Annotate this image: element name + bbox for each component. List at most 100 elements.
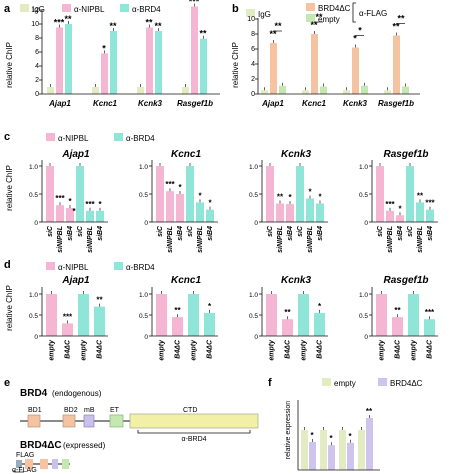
bar-Kcnc1-empty — [156, 294, 167, 336]
x-tick-label: siC — [267, 225, 274, 237]
bar-Rasgef1b-B4ΔC — [392, 317, 403, 336]
x-tick-label: B4ΔC — [65, 339, 72, 359]
legend-swatch-f-empty — [322, 378, 331, 386]
x-tick-label: siB4 — [397, 226, 404, 241]
x-tick-label: siB4 — [317, 226, 324, 241]
domain-et — [109, 414, 124, 428]
legend-swatch-brd4 — [120, 4, 129, 12]
subplot-title: Ajap1 — [61, 149, 90, 160]
bar-Ajap1-siNIPBL — [56, 205, 64, 222]
significance-label: * — [318, 193, 322, 202]
bar-Kcnc1-BRD4ΔC — [328, 445, 335, 470]
x-tick-label: siNIPBL — [167, 226, 174, 253]
bar-Kcnc1-empty — [188, 294, 199, 336]
bar-Ajap1-BRD4ΔC — [270, 43, 277, 94]
legend-f: empty BRD4ΔC — [322, 378, 423, 388]
bar-Rasgef1b-α-NIPBL — [191, 6, 198, 94]
bar-Rasgef1b-α-BRD4 — [200, 38, 207, 94]
x-tick-label: B4ΔC — [175, 339, 182, 359]
ytick: 12 — [31, 7, 39, 14]
significance-label: * — [102, 43, 106, 53]
gene-label: Kcnk3 — [343, 99, 368, 108]
significance-label: ** — [284, 308, 291, 317]
gene-label: Kcnc1 — [302, 99, 327, 108]
gene-label: Kcnc1 — [93, 99, 118, 108]
significance-label: ** — [274, 21, 282, 31]
bar-Rasgef1b-BRD4ΔC — [393, 35, 400, 94]
ytick: 1.0 — [249, 164, 258, 171]
significance-label: *** — [54, 18, 65, 28]
ytick: 8 — [251, 31, 255, 38]
ytick: 6 — [35, 49, 39, 56]
x-tick-label: empty — [159, 339, 166, 361]
ytick: 2 — [251, 76, 255, 83]
ylabel-b: relative ChIP — [231, 42, 240, 88]
legend-label-brd4: α-BRD4 — [126, 134, 155, 143]
significance-label: * — [68, 197, 72, 206]
ytick: 0.5 — [29, 313, 38, 320]
legend-a: IgG α-NIPBL α-BRD4 — [20, 4, 161, 14]
bar-Ajap1-siC — [76, 166, 84, 222]
significance-label: *** — [189, 0, 200, 7]
significance-label: *** — [85, 200, 95, 209]
panel-letter-a: a — [4, 3, 11, 15]
bar-Kcnc1-IgG — [92, 87, 99, 94]
legend-label-f-brd4dc: BRD4ΔC — [390, 379, 423, 388]
ytick: 4 — [35, 63, 39, 70]
bar-Kcnk3-siC — [296, 166, 304, 222]
domain-label-mb: mB — [84, 407, 95, 414]
bar-Kcnk3-siB4 — [316, 203, 324, 222]
legend-b: IgG BRD4ΔC empty α-FLAG — [246, 2, 387, 24]
x-tick-label: siC — [47, 225, 54, 237]
bar-Kcnk3-IgG — [343, 90, 350, 94]
ytick: 1.0 — [139, 164, 148, 171]
antibody-label-flag: α-FLAG — [12, 467, 37, 474]
bar-Ajap1-α-NIPBL — [56, 27, 63, 94]
ytick: 1.0 — [29, 164, 38, 171]
x-tick-label: empty — [379, 339, 386, 361]
flag-tag — [16, 460, 22, 468]
x-tick-label: siC — [407, 225, 414, 237]
significance-label: ** — [269, 29, 277, 39]
x-tick-label: siB4 — [287, 226, 294, 241]
antibody-bracket-brd4 — [137, 430, 251, 434]
panel-letter-e: e — [4, 377, 10, 389]
bar-Rasgef1b-siC — [376, 166, 384, 222]
panel-letter-c: c — [4, 131, 10, 143]
domain-label-bd1: BD1 — [28, 407, 42, 414]
significance-label: * — [353, 34, 357, 44]
bar-Kcnc1-siNIPBL — [196, 202, 204, 222]
bar-Kcnc1-siC — [156, 166, 164, 222]
ylabel-f: relative expression — [285, 401, 292, 459]
significance-label: *** — [425, 199, 435, 208]
panel-letter-f: f — [268, 377, 272, 389]
x-tick-label: siB4 — [207, 226, 214, 241]
bar-Kcnk3-α-BRD4 — [155, 31, 162, 94]
ytick: 0.5 — [249, 313, 258, 320]
ytick: 0.5 — [139, 313, 148, 320]
bar-Rasgef1b-siC — [406, 166, 414, 222]
legend-swatch-igg — [20, 4, 29, 12]
x-tick-label: siNIPBL — [87, 226, 94, 253]
significance-label: ** — [174, 306, 181, 315]
bar-Rasgef1b-BRD4ΔC — [366, 418, 373, 470]
ytick: 0 — [35, 91, 39, 98]
xlabels-b: Ajap1 Kcnc1 Kcnk3 Rasgef1b — [261, 99, 414, 108]
legend-label-nipbl: α-NIPBL — [58, 263, 89, 272]
x-tick-label: siNIPBL — [387, 226, 394, 253]
ytick: 0.5 — [29, 192, 38, 199]
bar-Kcnk3-siNIPBL — [306, 198, 314, 222]
bar-Kcnk3-empty — [266, 294, 277, 336]
chart-significance: *** ***** ** ******* **** ****** ******* * *** **… — [54, 0, 436, 443]
ylabel-a: relative ChIP — [5, 42, 14, 88]
x-tick-label: siNIPBL — [197, 226, 204, 253]
bar-Kcnk3-siC — [266, 166, 274, 222]
panel-letter-d: d — [4, 259, 11, 271]
bar-Rasgef1b-IgG — [182, 87, 189, 94]
x-tick-label: empty — [49, 339, 56, 361]
significance-label: ** — [199, 29, 207, 39]
legend-label-igg: IgG — [258, 10, 271, 19]
bar-Kcnk3-B4ΔC — [282, 319, 293, 336]
x-tick-label: empty — [301, 339, 308, 361]
ytick: 10 — [247, 16, 255, 23]
